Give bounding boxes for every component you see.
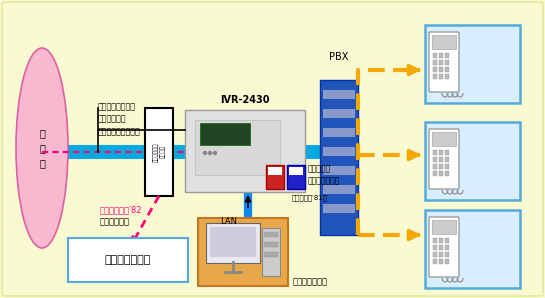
FancyBboxPatch shape (445, 150, 449, 155)
FancyBboxPatch shape (439, 238, 443, 243)
FancyBboxPatch shape (433, 150, 437, 155)
FancyBboxPatch shape (198, 218, 288, 286)
FancyBboxPatch shape (429, 217, 459, 277)
Circle shape (203, 151, 207, 154)
FancyBboxPatch shape (185, 110, 305, 192)
FancyBboxPatch shape (445, 171, 449, 176)
FancyBboxPatch shape (432, 220, 456, 234)
FancyBboxPatch shape (323, 204, 355, 213)
FancyBboxPatch shape (425, 122, 520, 200)
FancyBboxPatch shape (323, 166, 355, 175)
FancyBboxPatch shape (425, 210, 520, 288)
FancyBboxPatch shape (439, 259, 443, 264)
Text: PBX: PBX (329, 52, 349, 62)
FancyBboxPatch shape (445, 67, 449, 72)
FancyBboxPatch shape (268, 167, 282, 175)
FancyBboxPatch shape (433, 157, 437, 162)
FancyBboxPatch shape (210, 227, 256, 257)
FancyBboxPatch shape (433, 245, 437, 250)
FancyBboxPatch shape (2, 2, 543, 296)
Text: （内線転送′81）: （内線転送′81） (292, 195, 328, 201)
FancyBboxPatch shape (445, 157, 449, 162)
FancyBboxPatch shape (264, 242, 278, 247)
FancyBboxPatch shape (439, 164, 443, 169)
FancyBboxPatch shape (200, 123, 250, 145)
FancyBboxPatch shape (68, 238, 188, 282)
FancyBboxPatch shape (264, 252, 278, 257)
FancyBboxPatch shape (439, 245, 443, 250)
FancyBboxPatch shape (433, 238, 437, 243)
FancyBboxPatch shape (206, 223, 260, 263)
Text: 制御用パソコン: 制御用パソコン (293, 277, 328, 286)
FancyBboxPatch shape (323, 128, 355, 137)
FancyBboxPatch shape (433, 164, 437, 169)
Text: （外線転送）: （外線転送） (100, 218, 130, 226)
FancyBboxPatch shape (445, 53, 449, 58)
Text: LAN: LAN (220, 218, 237, 226)
FancyBboxPatch shape (439, 171, 443, 176)
Circle shape (209, 151, 211, 154)
Text: IVR-2430: IVR-2430 (220, 95, 270, 105)
FancyBboxPatch shape (445, 74, 449, 79)
FancyBboxPatch shape (432, 35, 456, 49)
FancyBboxPatch shape (445, 245, 449, 250)
FancyBboxPatch shape (439, 67, 443, 72)
FancyBboxPatch shape (445, 60, 449, 65)
Text: フラッシュ
メモリーカード: フラッシュ メモリーカード (308, 164, 341, 185)
Circle shape (214, 151, 216, 154)
Text: コールセンター: コールセンター (105, 255, 151, 265)
FancyBboxPatch shape (429, 129, 459, 189)
FancyBboxPatch shape (439, 157, 443, 162)
Text: アナログ一般回線
（ナンバー・
ディスプレイ対応）: アナログ一般回線 （ナンバー・ ディスプレイ対応） (98, 102, 141, 136)
FancyBboxPatch shape (433, 53, 437, 58)
FancyBboxPatch shape (320, 80, 358, 235)
FancyBboxPatch shape (145, 108, 173, 196)
FancyBboxPatch shape (445, 252, 449, 257)
Text: ボイスワープ′82: ボイスワープ′82 (100, 206, 142, 215)
FancyBboxPatch shape (432, 132, 456, 146)
Ellipse shape (16, 48, 68, 248)
FancyBboxPatch shape (433, 67, 437, 72)
FancyBboxPatch shape (439, 53, 443, 58)
Text: 公
衆
線: 公 衆 線 (39, 128, 45, 168)
FancyBboxPatch shape (262, 228, 280, 276)
FancyBboxPatch shape (445, 259, 449, 264)
FancyBboxPatch shape (433, 60, 437, 65)
FancyBboxPatch shape (433, 74, 437, 79)
FancyBboxPatch shape (425, 25, 520, 103)
FancyBboxPatch shape (264, 232, 278, 237)
Text: 回線切替装置
（別売）: 回線切替装置 （別売） (153, 142, 165, 162)
FancyBboxPatch shape (323, 90, 355, 99)
FancyBboxPatch shape (323, 185, 355, 194)
FancyBboxPatch shape (433, 171, 437, 176)
FancyBboxPatch shape (439, 150, 443, 155)
FancyBboxPatch shape (289, 167, 303, 175)
FancyBboxPatch shape (433, 259, 437, 264)
FancyBboxPatch shape (287, 165, 305, 189)
FancyBboxPatch shape (323, 109, 355, 118)
FancyBboxPatch shape (445, 238, 449, 243)
FancyBboxPatch shape (323, 147, 355, 156)
FancyBboxPatch shape (266, 165, 284, 189)
FancyBboxPatch shape (439, 74, 443, 79)
FancyBboxPatch shape (195, 120, 280, 175)
FancyBboxPatch shape (445, 164, 449, 169)
FancyBboxPatch shape (439, 60, 443, 65)
FancyBboxPatch shape (439, 252, 443, 257)
FancyBboxPatch shape (433, 252, 437, 257)
FancyBboxPatch shape (429, 32, 459, 92)
